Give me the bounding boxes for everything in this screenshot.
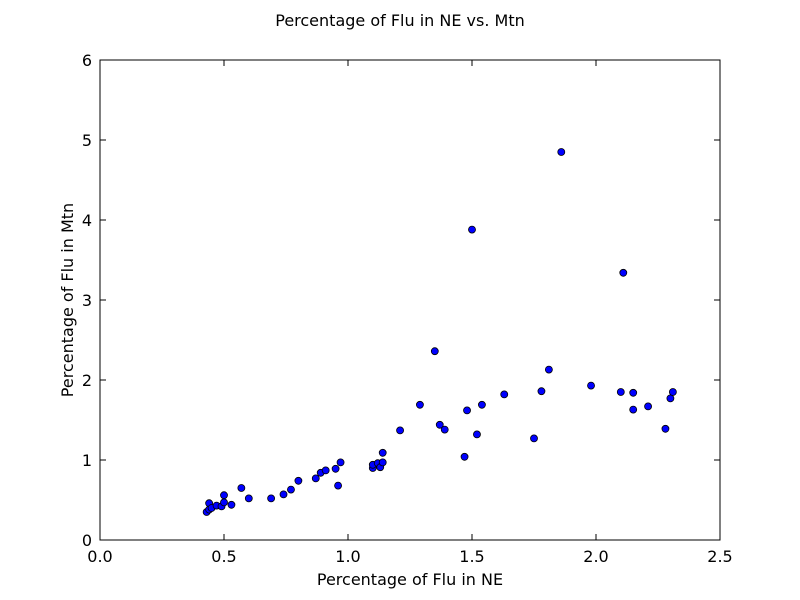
data-point (440, 425, 449, 434)
data-point (220, 491, 228, 500)
y-tick-label: 4 (82, 211, 92, 230)
data-point (311, 474, 320, 483)
data-point (435, 420, 444, 429)
data-point (294, 476, 303, 485)
data-point (468, 225, 476, 234)
data-point (544, 365, 553, 374)
data-point (666, 394, 675, 403)
data-point (336, 458, 345, 467)
data-point (331, 464, 340, 473)
data-point (244, 494, 253, 503)
y-axis-label: Percentage of Flu in Mtn (58, 203, 77, 397)
data-point (473, 430, 481, 439)
data-point (396, 426, 404, 435)
data-point (668, 388, 677, 396)
data-point (530, 434, 538, 443)
y-tick-label: 0 (82, 531, 92, 550)
data-point (321, 466, 330, 475)
y-tick-label: 1 (82, 451, 92, 470)
x-tick-label: 1.0 (335, 547, 360, 566)
data-point (220, 498, 228, 507)
data-point (267, 494, 276, 503)
data-point (661, 424, 670, 433)
data-point (629, 405, 638, 414)
x-tick-label: 0.5 (211, 547, 236, 566)
data-point (557, 148, 566, 156)
y-tick-label: 5 (82, 131, 92, 150)
data-point (227, 500, 236, 509)
data-point (616, 388, 625, 396)
data-point (279, 490, 288, 499)
x-axis-label: Percentage of Flu in NE (317, 570, 503, 589)
data-point (463, 406, 471, 415)
y-tick-label: 6 (82, 51, 92, 70)
data-point (644, 402, 652, 411)
data-point (334, 481, 342, 490)
data-point (378, 448, 387, 457)
data-point (587, 381, 595, 390)
y-axis: 0 1 2 3 4 5 6 (82, 51, 720, 550)
data-point (237, 484, 246, 492)
data-point (430, 347, 439, 356)
data-point (460, 452, 469, 461)
x-tick-label: 0.0 (87, 547, 112, 566)
y-tick-label: 2 (82, 371, 92, 390)
data-point (537, 387, 546, 396)
data-point (416, 400, 424, 409)
data-point (287, 485, 295, 494)
y-tick-label: 3 (82, 291, 92, 310)
data-point (619, 268, 628, 277)
x-axis: 0.0 0.5 1.0 1.5 2.0 2.5 (87, 60, 733, 566)
data-point (629, 388, 638, 397)
data-point (378, 458, 387, 467)
chart-title: Percentage of Flu in NE vs. Mtn (275, 11, 525, 30)
plot-area (99, 59, 721, 541)
data-point (478, 400, 486, 409)
data-point (500, 390, 509, 399)
x-tick-label: 1.5 (459, 547, 484, 566)
data-points (202, 148, 677, 516)
x-tick-label: 2.0 (583, 547, 608, 566)
x-tick-label: 2.5 (707, 547, 732, 566)
